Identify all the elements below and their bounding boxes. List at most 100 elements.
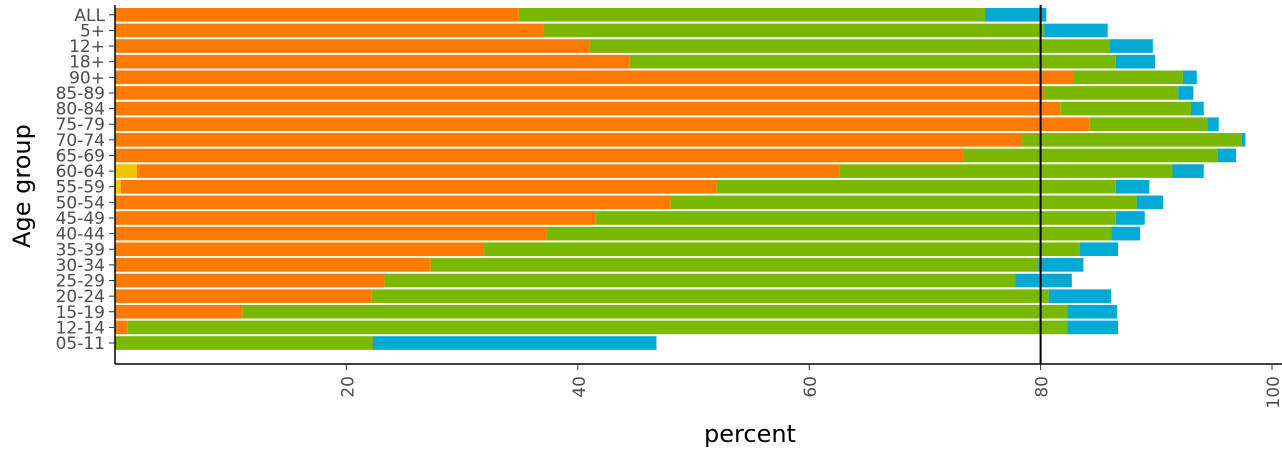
bar-segment-80-84-series-1 xyxy=(115,101,1061,116)
bar-segment-60-64-series-2 xyxy=(839,164,1173,178)
bar-segment-90+-series-3 xyxy=(1182,70,1197,85)
y-tick-label: 25-29 xyxy=(56,272,105,292)
bar-segment-55-59-series-1 xyxy=(120,179,717,194)
bar-segment-05-11-series-2 xyxy=(115,336,374,350)
bar-segment-90+-series-2 xyxy=(1072,70,1183,85)
bar-segment-55-59-series-0 xyxy=(115,179,121,194)
bar-segment-5+-series-3 xyxy=(1044,23,1108,38)
bar-segment-45-49-series-3 xyxy=(1115,211,1145,225)
bar-segment-65-69-series-2 xyxy=(963,148,1218,163)
bar-segment-12-14-series-1 xyxy=(115,320,128,335)
bar-segment-18+-series-3 xyxy=(1115,54,1156,69)
bar-segment-85-89-series-1 xyxy=(115,86,1045,100)
bar-segment-55-59-series-2 xyxy=(716,179,1116,194)
y-tick-label: ALL xyxy=(74,6,105,26)
bar-segment-35-39-series-1 xyxy=(115,242,485,257)
y-tick-label: 50-54 xyxy=(56,193,105,213)
bar-segment-15-19-series-3 xyxy=(1067,304,1117,319)
bar-segment-80-84-series-3 xyxy=(1191,101,1204,116)
bar-segment-35-39-series-3 xyxy=(1079,242,1119,257)
y-tick-label: 75-79 xyxy=(56,115,105,135)
y-tick-label: 45-49 xyxy=(56,209,105,229)
bar-segment-30-34-series-1 xyxy=(115,258,431,272)
y-tick-label: 12-14 xyxy=(56,318,105,338)
y-tick-label: 80-84 xyxy=(56,100,105,120)
y-tick-label: 05-11 xyxy=(56,334,105,354)
y-axis-title: Age group xyxy=(8,124,36,248)
bar-segment-60-64-series-3 xyxy=(1172,164,1204,178)
x-axis-title: percent xyxy=(704,420,796,448)
bar-segment-5+-series-1 xyxy=(115,23,544,38)
y-tick-label: 35-39 xyxy=(56,240,105,260)
bar-segment-ALL-series-1 xyxy=(115,8,519,22)
bar-segment-60-64-series-1 xyxy=(136,164,840,178)
bar-segment-18+-series-2 xyxy=(629,54,1116,69)
bar-segment-50-54-series-3 xyxy=(1136,195,1164,210)
bar-segment-50-54-series-2 xyxy=(670,195,1137,210)
bar-segment-75-79-series-1 xyxy=(115,117,1090,132)
y-tick-label: 30-34 xyxy=(56,256,105,276)
y-tick-labels: ALL5+12+18+90+85-8980-8475-7970-7465-696… xyxy=(56,6,115,354)
bar-segment-75-79-series-3 xyxy=(1207,117,1219,132)
y-tick-label: 70-74 xyxy=(56,131,105,151)
bar-segment-85-89-series-2 xyxy=(1044,86,1179,100)
y-tick-label: 55-59 xyxy=(56,178,105,198)
bar-segment-12-14-series-2 xyxy=(127,320,1068,335)
y-tick-label: 15-19 xyxy=(56,303,105,323)
y-tick-label: 40-44 xyxy=(56,225,105,245)
bar-segment-12-14-series-3 xyxy=(1067,320,1119,335)
x-tick-label: 60 xyxy=(801,376,821,398)
bar-segment-70-74-series-3 xyxy=(1241,133,1246,147)
bar-segment-40-44-series-2 xyxy=(546,226,1112,241)
bar-segment-60-64-series-0 xyxy=(115,164,137,178)
bar-segment-45-49-series-2 xyxy=(595,211,1116,225)
bar-segment-12+-series-2 xyxy=(589,39,1111,53)
bar-segment-55-59-series-3 xyxy=(1115,179,1150,194)
bar-segment-80-84-series-2 xyxy=(1060,101,1192,116)
bar-segment-70-74-series-2 xyxy=(1022,133,1242,147)
bar-segment-5+-series-2 xyxy=(543,23,1045,38)
bar-segment-05-11-series-3 xyxy=(373,336,657,350)
bar-segment-20-24-series-3 xyxy=(1048,289,1112,303)
x-tick-label: 40 xyxy=(570,376,590,398)
bar-segment-70-74-series-1 xyxy=(115,133,1023,147)
bar-segment-65-69-series-3 xyxy=(1217,148,1237,163)
bar-segment-30-34-series-2 xyxy=(430,258,1039,272)
bar-segment-20-24-series-2 xyxy=(371,289,1049,303)
bar-segment-40-44-series-1 xyxy=(115,226,547,241)
y-tick-label: 18+ xyxy=(69,53,105,73)
x-tick-label: 100 xyxy=(1264,376,1282,408)
bar-segment-ALL-series-3 xyxy=(985,8,1047,22)
bar-segment-20-24-series-1 xyxy=(115,289,372,303)
bar-segment-30-34-series-3 xyxy=(1038,258,1084,272)
bar-segment-50-54-series-1 xyxy=(115,195,671,210)
y-tick-label: 5+ xyxy=(80,21,105,41)
x-tick-label: 20 xyxy=(338,376,358,398)
bar-segment-45-49-series-1 xyxy=(115,211,596,225)
y-tick-label: 12+ xyxy=(69,37,105,57)
bar-segment-12+-series-3 xyxy=(1110,39,1153,53)
bar-segment-15-19-series-2 xyxy=(242,304,1068,319)
y-tick-label: 85-89 xyxy=(56,84,105,104)
bar-segment-25-29-series-3 xyxy=(1015,273,1072,288)
bar-segment-90+-series-1 xyxy=(115,70,1073,85)
bar-segment-35-39-series-2 xyxy=(484,242,1080,257)
bar-segment-85-89-series-3 xyxy=(1178,86,1194,100)
x-tick-labels: 20 40 60 80 100 xyxy=(338,364,1282,408)
bar-segment-12+-series-1 xyxy=(115,39,590,53)
y-tick-label: 20-24 xyxy=(56,287,105,307)
x-tick-label: 80 xyxy=(1033,376,1053,398)
bar-segment-75-79-series-2 xyxy=(1089,117,1208,132)
bar-segment-18+-series-1 xyxy=(115,54,630,69)
bars-layer xyxy=(115,8,1246,350)
bar-segment-65-69-series-1 xyxy=(115,148,964,163)
bar-segment-ALL-series-2 xyxy=(518,8,986,22)
y-tick-label: 90+ xyxy=(69,68,105,88)
y-tick-label: 60-64 xyxy=(56,162,105,182)
bar-segment-40-44-series-3 xyxy=(1111,226,1141,241)
bar-segment-25-29-series-2 xyxy=(384,273,1016,288)
bar-segment-15-19-series-1 xyxy=(115,304,243,319)
y-tick-label: 65-69 xyxy=(56,146,105,166)
bar-segment-25-29-series-1 xyxy=(115,273,385,288)
